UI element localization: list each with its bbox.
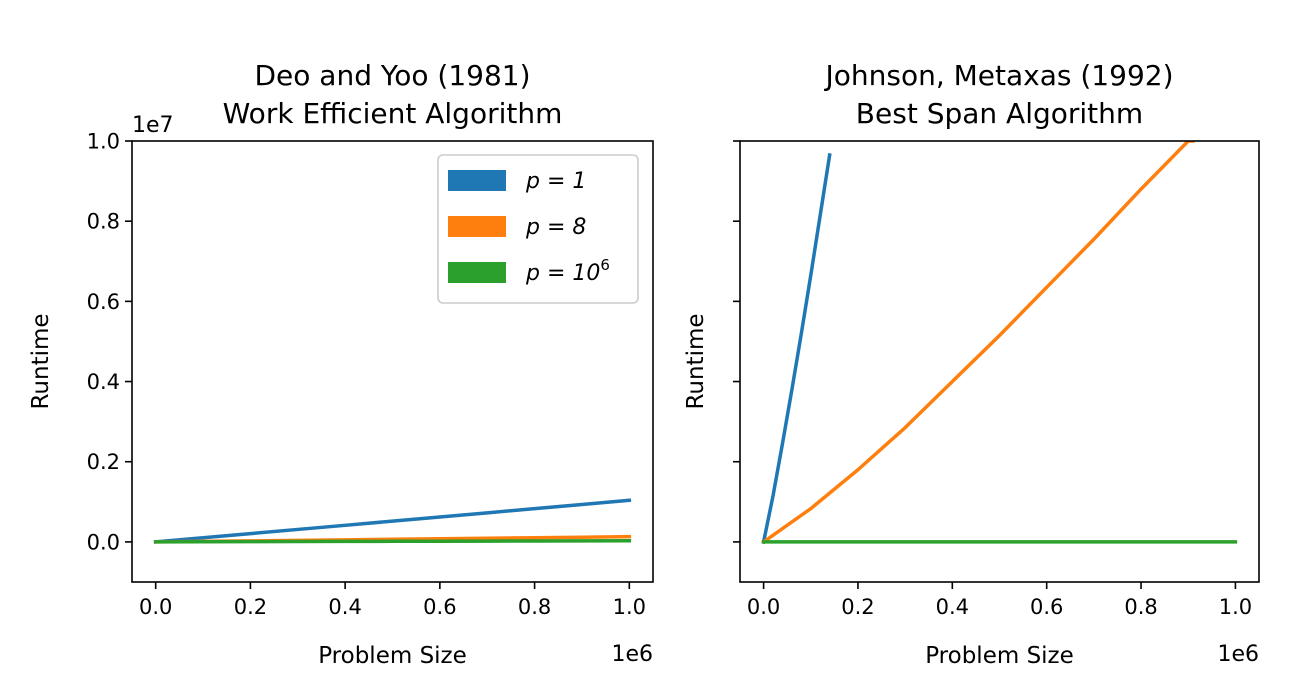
y-axis-label: Runtime (683, 313, 709, 409)
series-line-1 (153, 498, 632, 544)
legend-label-2: p = 8 (525, 215, 586, 240)
x-tick-label: 0.0 (139, 595, 172, 619)
series-line-2 (761, 141, 1195, 545)
x-tick-label: 0.8 (518, 595, 551, 619)
legend: p = 1 p = 8 p = 106 (437, 154, 639, 304)
legend-swatch-2 (448, 216, 506, 237)
x-tick-label: 0.0 (747, 595, 780, 619)
y-tick-label: 0.4 (87, 370, 120, 394)
series-line-1 (761, 153, 832, 544)
x-tick-label: 0.6 (1030, 595, 1063, 619)
right-chart: 0.0 0.2 0.4 0.6 0.8 1.0 Problem Size Runtime 1e6… (683, 59, 1260, 669)
legend-label-text: p = 8 (525, 215, 586, 240)
axes-frame (739, 140, 1260, 583)
y-tick-label: 1.0 (87, 130, 120, 154)
chart-title-line-2: Work Efficient Algorithm (223, 97, 563, 130)
chart-title-line-1: Johnson, Metaxas (1992) (824, 59, 1174, 92)
axes-frame (131, 140, 654, 583)
legend-label-text: p = 1 (525, 169, 586, 194)
chart-title-line-2: Best Span Algorithm (856, 97, 1143, 130)
legend-swatch-3 (448, 262, 506, 283)
y-offset-label: 1e7 (132, 113, 174, 138)
y-tick-label: 0.2 (87, 450, 120, 474)
left-chart: 0.0 0.2 0.4 0.6 0.8 1.0 0.0 0.2 0.4 0.6 0.8 1.0 Prob… (28, 59, 654, 669)
x-axis-label: Problem Size (925, 643, 1074, 669)
x-offset-label: 1e6 (611, 642, 653, 667)
series-group (761, 141, 1238, 545)
x-tick-label: 0.2 (841, 595, 874, 619)
legend-label-1: p = 1 (525, 169, 586, 194)
x-tick-label: 0.4 (936, 595, 969, 619)
x-offset-label: 1e6 (1217, 642, 1259, 667)
legend-label-superscript: 6 (600, 256, 610, 274)
y-tick-label: 0.8 (87, 210, 120, 234)
legend-swatch-1 (448, 170, 506, 191)
y-tick-label: 0.6 (87, 290, 120, 314)
series-line-3 (153, 538, 632, 544)
x-axis-label: Problem Size (318, 643, 467, 669)
x-tick-label: 0.4 (328, 595, 361, 619)
chart-title-line-1: Deo and Yoo (1981) (254, 59, 530, 92)
x-tick-label: 0.6 (423, 595, 456, 619)
legend-label-text: p = 10 (525, 261, 600, 286)
y-tick-label: 0.0 (87, 530, 120, 554)
legend-label-3: p = 106 (525, 256, 610, 286)
series-group (153, 498, 632, 544)
y-axis-label: Runtime (28, 313, 54, 409)
x-tick-label: 0.8 (1124, 595, 1157, 619)
x-tick-label: 1.0 (1219, 595, 1252, 619)
x-tick-label: 1.0 (613, 595, 646, 619)
x-tick-label: 0.2 (234, 595, 267, 619)
